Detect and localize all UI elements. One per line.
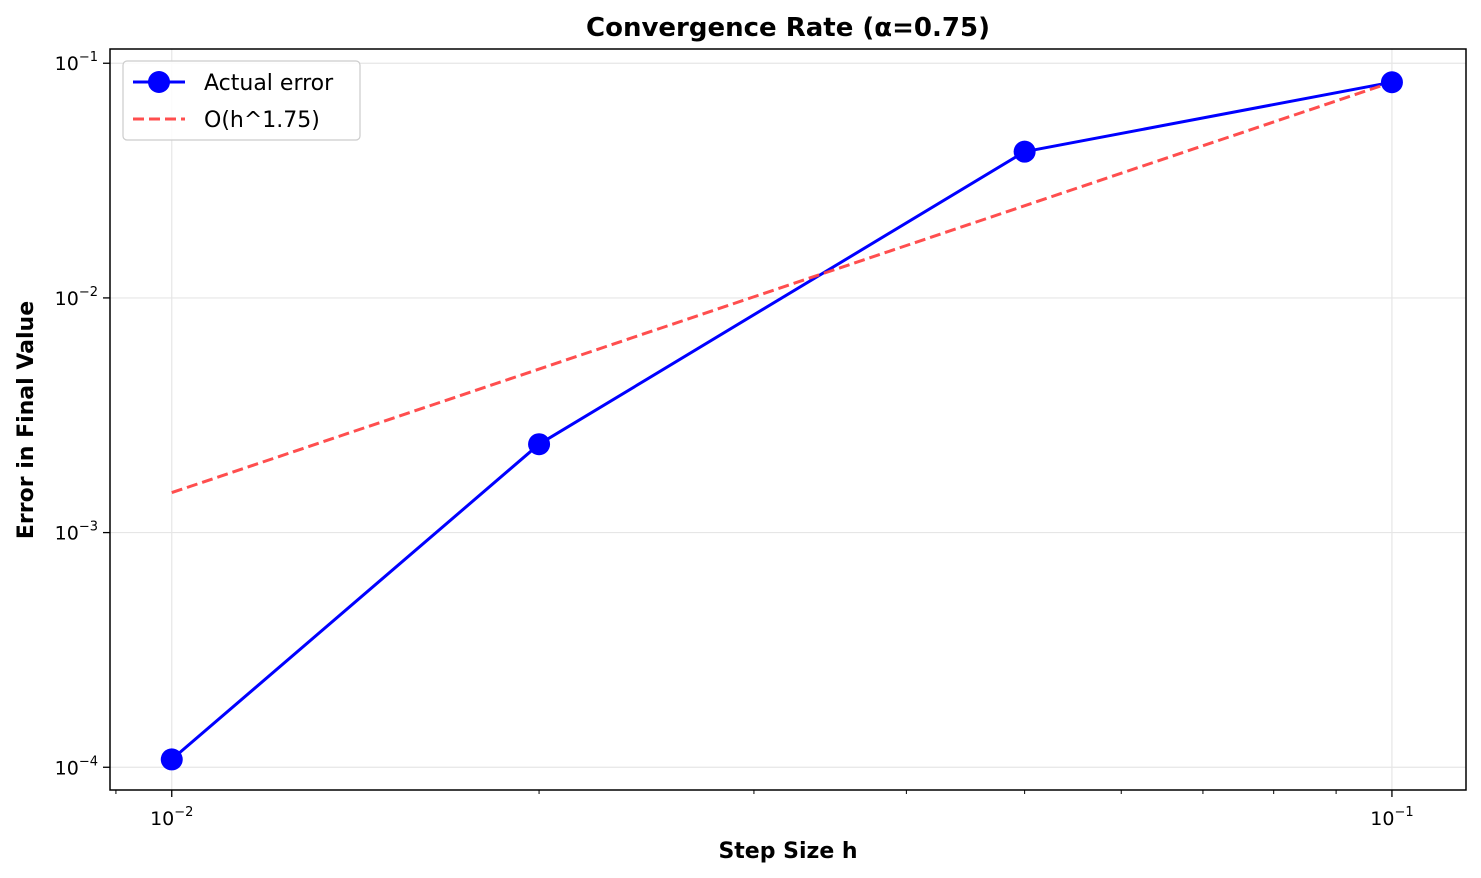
legend-label-actual-error: Actual error [204, 71, 334, 96]
data-point-marker [1380, 71, 1403, 94]
plot-frame [109, 48, 1467, 791]
y-axis-label: Error in Final Value [14, 301, 39, 539]
grid [110, 49, 1466, 790]
legend: Actual error O(h^1.75) [122, 60, 361, 141]
y-tick-label: 10−4 [55, 754, 98, 779]
y-tick-label: 10−2 [55, 285, 98, 310]
series-line-actual-error [170, 80, 1393, 761]
y-tick-label: 10−1 [55, 50, 98, 75]
chart-title: Convergence Rate (α=0.75) [586, 13, 990, 43]
y-tick-label: 10−3 [55, 520, 98, 545]
legend-label-reference: O(h^1.75) [204, 108, 320, 133]
x-axis-label: Step Size h [718, 839, 857, 864]
data-point-marker [1013, 140, 1036, 163]
x-tick-label: 10−1 [1370, 805, 1413, 830]
axis-ticks: 10−2 10−1 10−4 10−3 10−2 10−1 [55, 50, 1414, 830]
data-point-marker [528, 433, 551, 456]
data-point-marker [160, 748, 183, 771]
legend-marker-actual-error [148, 71, 170, 93]
x-tick-label: 10−2 [150, 805, 193, 830]
plot-series [160, 71, 1403, 771]
series-line-reference [171, 80, 1393, 495]
